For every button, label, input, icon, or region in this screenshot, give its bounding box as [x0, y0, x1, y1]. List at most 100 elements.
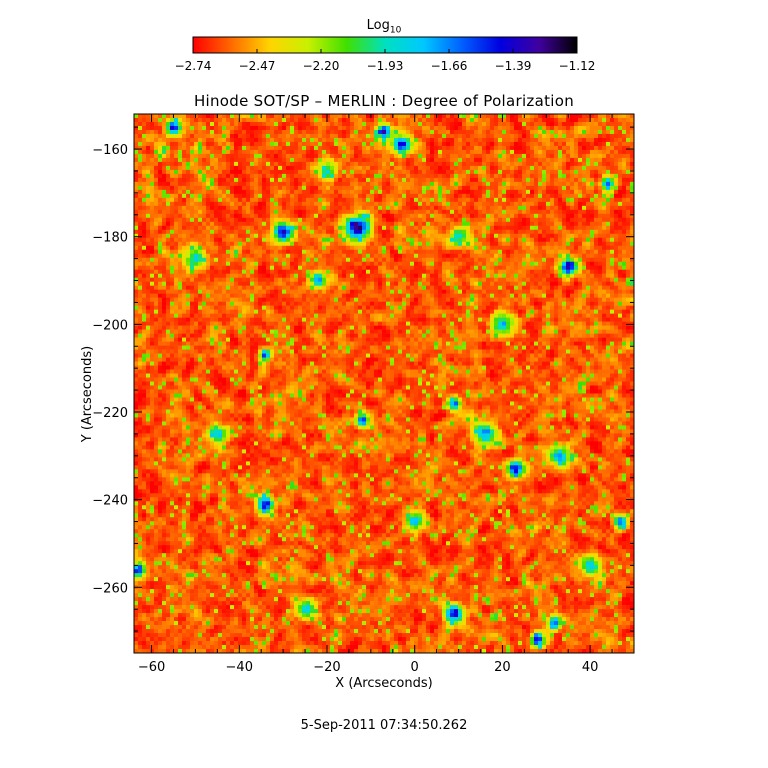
heatmap-cell [326, 162, 330, 166]
heatmap-cell [382, 218, 386, 222]
heatmap-cell [226, 194, 230, 198]
heatmap-cell [422, 250, 426, 254]
heatmap-cell [410, 210, 414, 214]
heatmap-cell [246, 122, 250, 126]
heatmap-cell [446, 126, 450, 130]
heatmap-cell [390, 254, 394, 258]
heatmap-cell [378, 206, 382, 210]
heatmap-cell [486, 142, 490, 146]
heatmap-cell [298, 218, 302, 222]
heatmap-cell [374, 230, 378, 234]
heatmap-cell [370, 234, 374, 238]
heatmap-cell [534, 170, 538, 174]
heatmap-cell [314, 242, 318, 246]
heatmap-cell [142, 214, 146, 218]
heatmap-cell [242, 270, 246, 274]
heatmap-cell [270, 218, 274, 222]
heatmap-cell [602, 262, 606, 266]
heatmap-cell [586, 142, 590, 146]
heatmap-cell [426, 122, 430, 126]
heatmap-cell [242, 214, 246, 218]
heatmap-cell [402, 146, 406, 150]
heatmap-cell [414, 198, 418, 202]
heatmap-cell [162, 202, 166, 206]
heatmap-cell [566, 254, 570, 258]
heatmap-cell [618, 198, 622, 202]
heatmap-cell [506, 166, 510, 170]
heatmap-cell [198, 246, 202, 250]
heatmap-cell [138, 138, 142, 142]
heatmap-cell [246, 126, 250, 130]
heatmap-cell [330, 258, 334, 262]
heatmap-cell [362, 202, 366, 206]
heatmap-cell [226, 258, 230, 262]
heatmap-cell [586, 202, 590, 206]
heatmap-cell [406, 174, 410, 178]
heatmap-cell [566, 134, 570, 138]
heatmap-cell [398, 202, 402, 206]
heatmap-cell [618, 262, 622, 266]
heatmap-cell [182, 114, 186, 118]
heatmap-cell [266, 266, 270, 270]
heatmap-cell [150, 254, 154, 258]
heatmap-cell [174, 214, 178, 218]
heatmap-cell [214, 266, 218, 270]
heatmap-cell [418, 158, 422, 162]
heatmap-cell [226, 146, 230, 150]
heatmap-cell [498, 122, 502, 126]
heatmap-cell [610, 258, 614, 262]
heatmap-cell [430, 178, 434, 182]
heatmap-cell [614, 210, 618, 214]
heatmap-cell [334, 174, 338, 178]
heatmap-cell [510, 242, 514, 246]
heatmap-cell [210, 262, 214, 266]
heatmap-cell [298, 158, 302, 162]
heatmap-cell [542, 170, 546, 174]
heatmap-cell [190, 202, 194, 206]
heatmap-cell [202, 226, 206, 230]
heatmap-cell [294, 126, 298, 130]
heatmap-cell [322, 146, 326, 150]
heatmap-cell [218, 142, 222, 146]
heatmap-cell [254, 154, 258, 158]
heatmap-cell [538, 218, 542, 222]
heatmap-cell [210, 190, 214, 194]
heatmap-cell [198, 130, 202, 134]
heatmap-cell [222, 126, 226, 130]
heatmap-cell [190, 262, 194, 266]
heatmap-cell [254, 114, 258, 118]
heatmap-cell [350, 122, 354, 126]
heatmap-cell [490, 218, 494, 222]
heatmap-cell [386, 266, 390, 270]
heatmap-cell [586, 246, 590, 250]
heatmap-cell [290, 154, 294, 158]
heatmap-cell [206, 198, 210, 202]
heatmap-cell [178, 262, 182, 266]
heatmap-cell [618, 222, 622, 226]
heatmap-cell [382, 174, 386, 178]
heatmap-cell [186, 142, 190, 146]
heatmap-cell [394, 138, 398, 142]
heatmap-cell [166, 238, 170, 242]
heatmap-cell [154, 142, 158, 146]
heatmap-cell [238, 202, 242, 206]
heatmap-cell [558, 262, 562, 266]
heatmap-cell [490, 238, 494, 242]
heatmap-cell [154, 138, 158, 142]
heatmap-cell [450, 138, 454, 142]
heatmap-cell [514, 262, 518, 266]
heatmap-cell [290, 270, 294, 274]
heatmap-cell [310, 214, 314, 218]
heatmap-cell [394, 170, 398, 174]
heatmap-cell [570, 186, 574, 190]
heatmap-cell [434, 210, 438, 214]
heatmap-cell [338, 210, 342, 214]
heatmap-cell [194, 198, 198, 202]
heatmap-cell [390, 134, 394, 138]
heatmap-cell [550, 254, 554, 258]
heatmap-cell [382, 202, 386, 206]
heatmap-cell [438, 118, 442, 122]
heatmap-cell [258, 266, 262, 270]
heatmap-cell [482, 202, 486, 206]
heatmap-cell [178, 210, 182, 214]
